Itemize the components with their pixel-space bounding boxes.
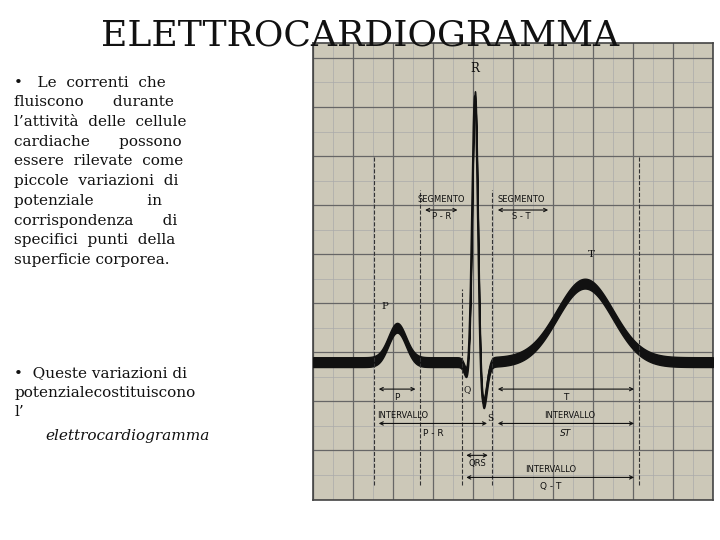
Text: P - R: P - R xyxy=(432,212,451,221)
Text: INTERVALLO: INTERVALLO xyxy=(377,410,428,420)
Text: P: P xyxy=(382,302,389,310)
Text: Q - T: Q - T xyxy=(540,482,562,491)
Text: INTERVALLO: INTERVALLO xyxy=(525,465,576,475)
Text: Q: Q xyxy=(464,385,471,394)
Text: elettrocardiogramma: elettrocardiogramma xyxy=(45,429,210,442)
Text: ST: ST xyxy=(559,429,571,438)
Text: P: P xyxy=(395,393,400,402)
Text: SEGMENTO: SEGMENTO xyxy=(498,195,545,204)
Text: T: T xyxy=(562,393,568,402)
Text: ELETTROCARDIOGRAMMA: ELETTROCARDIOGRAMMA xyxy=(101,19,619,53)
Text: INTERVALLO: INTERVALLO xyxy=(544,410,595,420)
Text: SEGMENTO: SEGMENTO xyxy=(418,195,465,204)
Text: S: S xyxy=(487,414,493,423)
Text: QRS: QRS xyxy=(468,459,486,468)
Text: T: T xyxy=(588,250,595,259)
Text: R: R xyxy=(471,62,480,75)
Text: •   Le  correnti  che
fluiscono      durante
l’attività  delle  cellule
cardiach: • Le correnti che fluiscono durante l’at… xyxy=(14,76,187,267)
Text: S - T: S - T xyxy=(512,212,531,221)
Text: P - R: P - R xyxy=(423,429,444,438)
Text: •  Queste variazioni di
potenzialecostituiscono
l’: • Queste variazioni di potenzialecostitu… xyxy=(14,366,196,420)
